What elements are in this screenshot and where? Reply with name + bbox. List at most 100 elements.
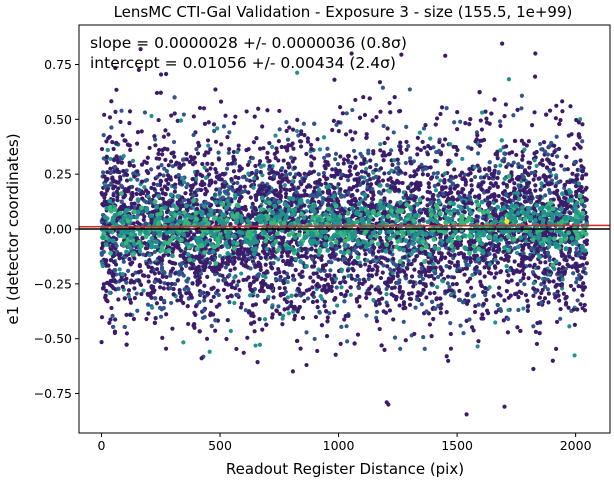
scatter-point [322, 155, 327, 160]
scatter-point [368, 158, 373, 163]
scatter-point [374, 309, 380, 315]
scatter-point [341, 161, 346, 166]
scatter-point [412, 257, 417, 262]
scatter-point [113, 109, 118, 114]
scatter-point [549, 140, 554, 146]
scatter-point [231, 154, 236, 159]
scatter-point [357, 277, 362, 282]
scatter-point [558, 316, 563, 321]
scatter-point [209, 202, 214, 208]
scatter-point [389, 148, 394, 153]
scatter-point [231, 169, 237, 174]
scatter-point [141, 217, 146, 222]
scatter-point [310, 299, 316, 305]
scatter-point [259, 187, 264, 192]
scatter-point [531, 324, 536, 329]
scatter-point [285, 253, 290, 258]
scatter-point [483, 292, 488, 298]
scatter-point [419, 262, 424, 267]
scatter-point [357, 304, 362, 309]
scatter-point [289, 155, 294, 160]
scatter-point [442, 179, 447, 184]
scatter-point [433, 188, 439, 193]
scatter-point [104, 160, 109, 165]
scatter-point [233, 114, 238, 119]
scatter-point [178, 295, 184, 300]
scatter-point [115, 195, 120, 200]
scatter-point [553, 183, 558, 189]
scatter-point [352, 166, 358, 171]
scatter-point [487, 285, 492, 290]
scatter-point [131, 163, 136, 169]
scatter-point [435, 274, 441, 280]
scatter-point [184, 151, 189, 156]
scatter-point [164, 274, 169, 280]
scatter-point [493, 164, 498, 169]
scatter-point [550, 152, 555, 158]
scatter-point [206, 120, 211, 125]
scatter-point [571, 271, 576, 276]
scatter-point [468, 117, 473, 122]
scatter-point [433, 258, 438, 263]
scatter-point [347, 186, 352, 191]
scatter-point [494, 271, 499, 276]
scatter-point [380, 85, 385, 90]
scatter-point [302, 298, 307, 304]
scatter-point [444, 354, 449, 359]
scatter-point [267, 231, 272, 237]
scatter-point [161, 286, 166, 291]
scatter-point [383, 310, 389, 315]
scatter-point [371, 244, 376, 250]
scatter-point [448, 331, 453, 337]
scatter-point [146, 311, 151, 316]
scatter-point [353, 97, 358, 103]
scatter-point [454, 152, 459, 157]
scatter-point [101, 282, 106, 287]
scatter-point [114, 87, 119, 92]
scatter-point [448, 174, 453, 179]
scatter-point [380, 255, 385, 260]
scatter-point [353, 155, 358, 160]
scatter-point [256, 272, 261, 277]
scatter-point [255, 360, 260, 365]
scatter-point [470, 272, 475, 278]
scatter-point [151, 231, 156, 236]
scatter-point [232, 275, 237, 280]
scatter-point [107, 115, 113, 120]
scatter-point [369, 273, 375, 279]
scatter-point [137, 264, 142, 269]
scatter-point [384, 286, 389, 292]
scatter-point [292, 317, 297, 322]
scatter-point [423, 122, 428, 128]
scatter-point [124, 280, 129, 285]
scatter-point [221, 124, 227, 129]
scatter-point [526, 276, 531, 281]
scatter-point [194, 147, 199, 152]
scatter-point [127, 109, 133, 114]
scatter-point [523, 239, 528, 244]
scatter-point [473, 303, 478, 309]
scatter-point [435, 170, 440, 176]
scatter-point [552, 143, 557, 148]
scatter-point [258, 146, 263, 151]
scatter-point [139, 291, 144, 297]
scatter-point [236, 256, 241, 261]
scatter-point [223, 113, 228, 118]
scatter-point [276, 158, 281, 163]
scatter-point [448, 178, 453, 184]
scatter-point [381, 158, 386, 163]
scatter-point [158, 279, 163, 285]
scatter-point [403, 171, 408, 176]
scatter-point [163, 128, 168, 133]
scatter-point [173, 182, 178, 187]
scatter-point [261, 192, 267, 197]
scatter-point [107, 290, 112, 295]
scatter-point [558, 306, 563, 312]
scatter-point [445, 274, 451, 279]
scatter-point [452, 167, 457, 172]
scatter-point [485, 195, 491, 200]
scatter-point [202, 268, 207, 273]
scatter-point [181, 300, 186, 306]
scatter-point [392, 285, 397, 290]
scatter-point [449, 288, 454, 293]
